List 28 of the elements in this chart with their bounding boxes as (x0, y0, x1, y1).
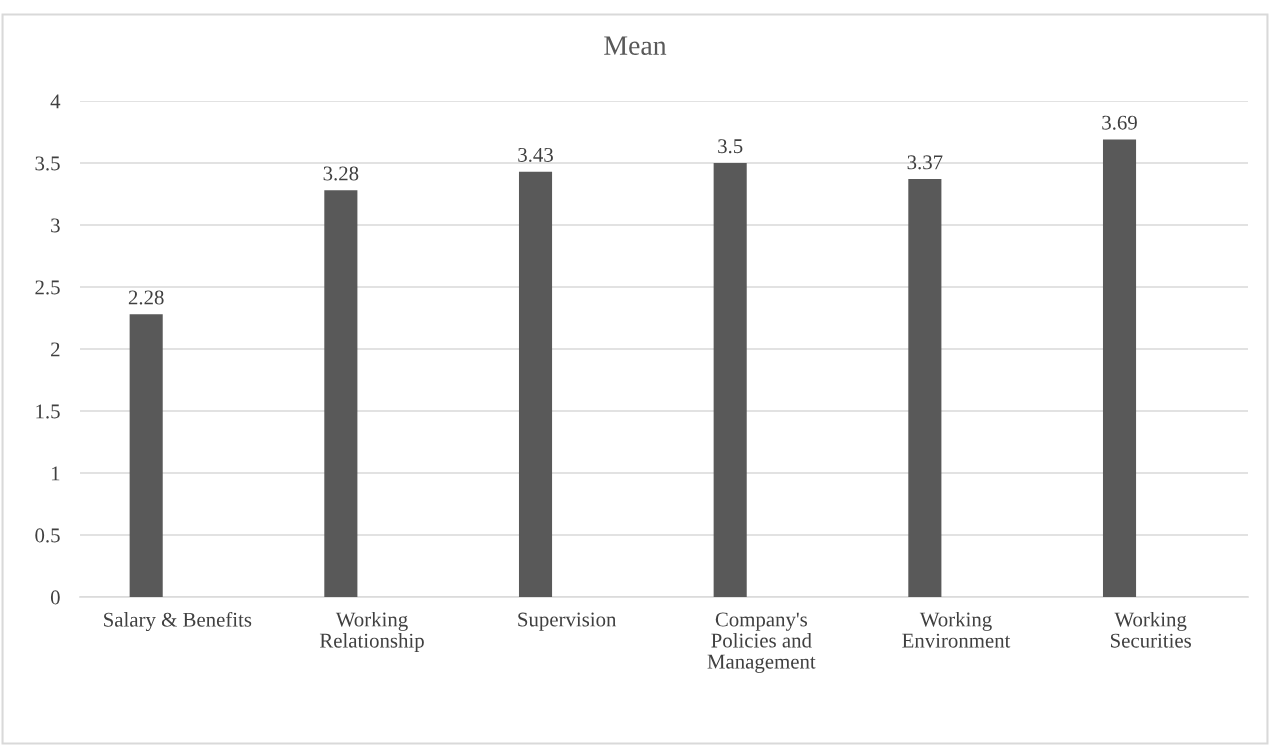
data-label: 3.28 (323, 166, 359, 181)
x-tick-label: Working Environment (902, 611, 1011, 648)
bar (1102, 139, 1137, 597)
x-tick-label: Company's Policies and Management (707, 612, 816, 673)
data-label: 3.43 (518, 147, 553, 162)
x-tick-label: Salary & Benefits (104, 611, 252, 632)
y-tick-label: 1.5 (36, 404, 60, 419)
x-tick-label: Supervision (518, 612, 617, 631)
x-tick-label: Working Relationship (319, 611, 424, 652)
bar (129, 314, 163, 597)
y-tick-label: 0.5 (35, 528, 60, 543)
chart-title: Mean (604, 36, 667, 55)
y-tick-label: 2 (51, 342, 60, 357)
bar (324, 190, 358, 597)
data-label: 3.69 (1102, 115, 1137, 130)
y-tick-label: 3.5 (35, 156, 60, 171)
y-tick-label: 2.5 (35, 280, 60, 295)
y-tick-label: 4 (50, 94, 61, 109)
data-label: 3.37 (907, 155, 943, 170)
y-tick-label: 1 (51, 466, 60, 481)
data-label: 2.28 (128, 290, 164, 305)
bar (908, 179, 942, 597)
x-tick-label: Working Securities (1110, 611, 1191, 648)
bar (713, 163, 747, 597)
y-tick-label: 3 (51, 218, 60, 233)
bar (518, 171, 553, 597)
y-tick-label: 0 (50, 590, 60, 605)
data-label: 3.5 (718, 139, 743, 154)
